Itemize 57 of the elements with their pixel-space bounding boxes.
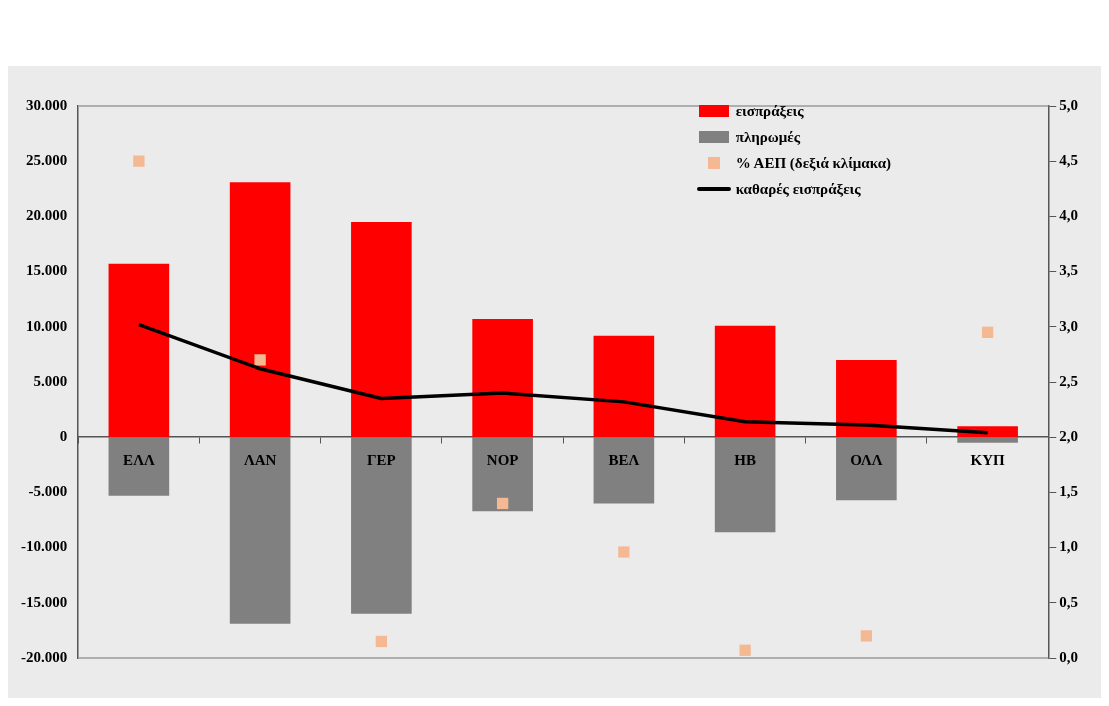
bar (472, 319, 533, 438)
point (860, 630, 873, 642)
y-tick-label: -15.000 (21, 593, 68, 610)
x-tick-label: ΓΕΡ (367, 451, 396, 468)
y-tick-label: 5.000 (33, 372, 68, 389)
y-tick-label: -5.000 (28, 483, 68, 500)
bar (593, 335, 655, 438)
y2-tick-label: 1,0 (1059, 538, 1078, 555)
y2-tick-label: 1,5 (1059, 483, 1078, 500)
legend-label: πληρωμές (735, 128, 801, 146)
y2-tick-label: 3,0 (1059, 317, 1078, 334)
y-tick-label: 25.000 (26, 152, 68, 169)
legend-label: % ΑΕΠ (δεξιά κλίμακα) (735, 154, 891, 172)
bar (593, 437, 655, 504)
y2-tick-label: 4,5 (1059, 152, 1078, 169)
bar (714, 325, 776, 438)
bar (472, 437, 533, 512)
y2-tick-label: 0,0 (1059, 648, 1078, 665)
y-tick-label: 20.000 (26, 207, 68, 224)
bar (714, 437, 776, 533)
point (133, 155, 145, 167)
x-tick-label: ΟΛΛ (850, 451, 883, 468)
bar (229, 437, 291, 624)
legend-label: εισπράξεις (735, 102, 804, 120)
x-tick-label: ΛΑΝ (243, 451, 277, 468)
y-tick-label: 15.000 (26, 262, 68, 279)
point (739, 644, 751, 656)
bar (836, 359, 897, 438)
y2-tick-label: 2,5 (1059, 372, 1078, 389)
x-tick-label: ΚΥΠ (970, 451, 1006, 468)
x-tick-label: ΒΕΛ (608, 451, 640, 468)
bar (108, 263, 170, 438)
bar (351, 437, 412, 614)
y-tick-label: -10.000 (21, 538, 68, 555)
bar (957, 437, 1018, 443)
y2-tick-label: 3,5 (1059, 262, 1078, 279)
y-tick-label: 10.000 (26, 317, 68, 334)
point (254, 354, 266, 366)
point (981, 326, 994, 338)
point (618, 546, 630, 558)
y2-tick-label: 2,0 (1059, 428, 1078, 445)
point (375, 635, 388, 648)
x-tick-label: ΗΒ (734, 451, 756, 468)
y2-tick-label: 0,5 (1059, 593, 1078, 610)
legend-label: καθαρές εισπράξεις (735, 180, 861, 198)
bar (836, 437, 897, 501)
y-tick-label: 0 (59, 428, 68, 445)
point (496, 497, 509, 510)
y2-tick-label: 4,0 (1059, 207, 1078, 224)
bar (351, 221, 412, 438)
bar (229, 182, 291, 438)
y-tick-label: -20.000 (21, 648, 68, 665)
y-tick-label: 30.000 (26, 96, 68, 113)
y2-tick-label: 5,0 (1059, 96, 1078, 113)
x-tick-label: ΝΟΡ (486, 451, 519, 468)
bar (108, 437, 170, 496)
x-tick-label: ΕΛΛ (123, 451, 155, 468)
